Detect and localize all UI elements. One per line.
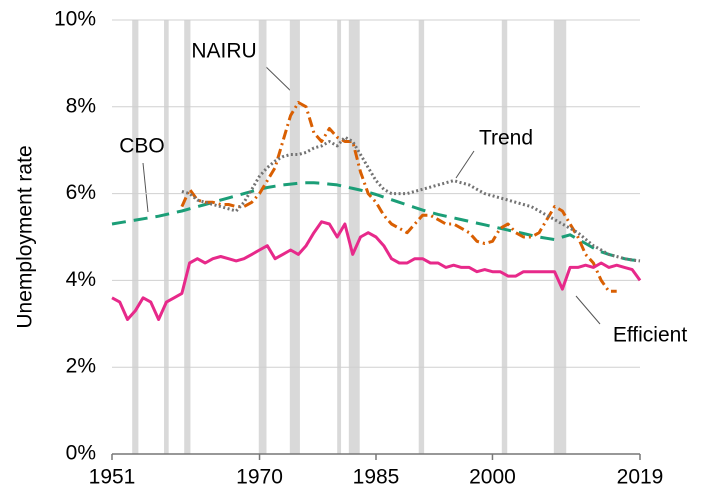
recession-band xyxy=(258,20,267,454)
y-tick-label: 4% xyxy=(66,268,96,291)
series-label: CBO xyxy=(119,135,165,158)
series-line xyxy=(181,135,641,263)
series-label: Trend xyxy=(479,127,533,150)
recession-band xyxy=(348,20,360,454)
y-tick-label: 8% xyxy=(66,94,96,117)
series-label: Efficient xyxy=(613,324,687,347)
x-tick-label: 2000 xyxy=(469,466,516,489)
series-line xyxy=(111,181,641,263)
series-label: NAIRU xyxy=(191,40,256,63)
recession-band xyxy=(184,20,191,454)
series-line xyxy=(111,220,642,321)
x-tick-label: 1970 xyxy=(236,466,283,489)
recession-band xyxy=(501,20,508,454)
x-tick-label: 1951 xyxy=(89,466,136,489)
series-line xyxy=(180,101,617,293)
leader-line xyxy=(455,150,475,179)
x-tick-label: 2019 xyxy=(617,466,664,489)
y-tick-label: 6% xyxy=(66,181,96,204)
y-tick-label: 10% xyxy=(54,8,96,31)
leader-line xyxy=(142,162,149,213)
x-tick-label: 1985 xyxy=(353,466,400,489)
y-axis-label: Unemployment rate xyxy=(14,145,37,328)
recession-band xyxy=(164,20,169,454)
recession-band xyxy=(418,20,425,454)
recession-band xyxy=(132,20,139,454)
leader-line xyxy=(575,295,601,325)
recession-band xyxy=(337,20,342,454)
recession-band xyxy=(289,20,300,454)
y-tick-label: 0% xyxy=(66,442,96,465)
y-tick-label: 2% xyxy=(66,355,96,378)
recession-band xyxy=(553,20,567,454)
